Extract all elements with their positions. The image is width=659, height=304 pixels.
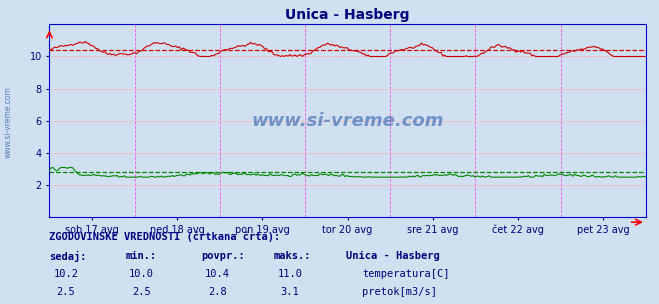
Text: 2.5: 2.5 (57, 287, 75, 297)
Text: www.si-vreme.com: www.si-vreme.com (251, 112, 444, 130)
Text: min.:: min.: (125, 251, 156, 261)
Text: 2.8: 2.8 (208, 287, 227, 297)
Text: 10.4: 10.4 (205, 269, 230, 279)
Text: Unica - Hasberg: Unica - Hasberg (346, 251, 440, 261)
Text: 10.0: 10.0 (129, 269, 154, 279)
Text: pretok[m3/s]: pretok[m3/s] (362, 287, 438, 297)
Title: Unica - Hasberg: Unica - Hasberg (285, 8, 410, 22)
Text: www.si-vreme.com: www.si-vreme.com (3, 86, 13, 157)
Text: 2.5: 2.5 (132, 287, 151, 297)
Text: povpr.:: povpr.: (201, 251, 244, 261)
Text: 10.2: 10.2 (53, 269, 78, 279)
Text: 11.0: 11.0 (277, 269, 302, 279)
Text: sedaj:: sedaj: (49, 251, 87, 262)
Text: maks.:: maks.: (273, 251, 311, 261)
Text: ZGODOVINSKE VREDNOSTI (črtkana črta):: ZGODOVINSKE VREDNOSTI (črtkana črta): (49, 231, 281, 242)
Text: 3.1: 3.1 (281, 287, 299, 297)
Text: temperatura[C]: temperatura[C] (362, 269, 450, 279)
